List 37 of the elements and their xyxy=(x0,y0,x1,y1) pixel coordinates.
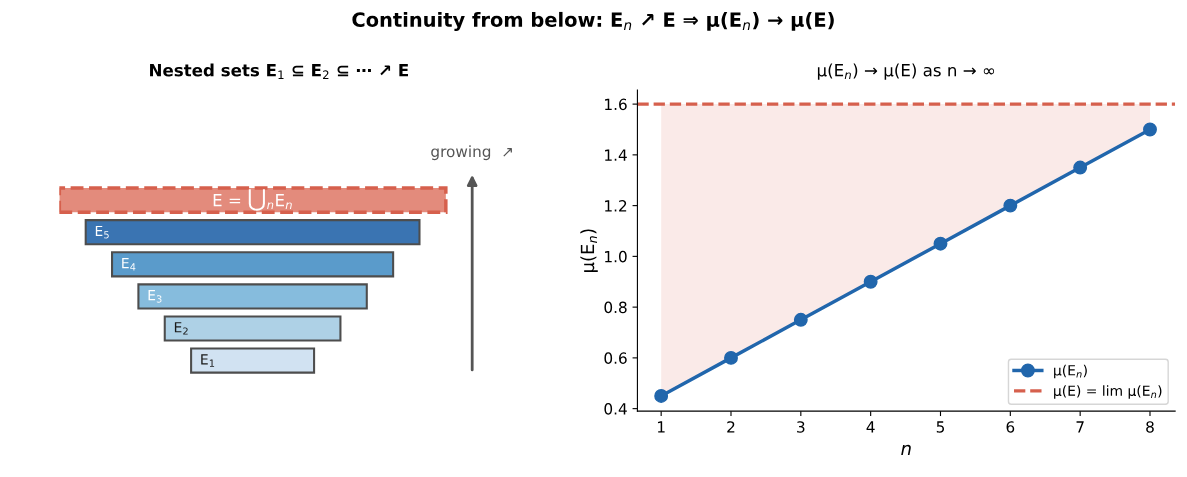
chart-subtitle: μ(E$_{n}$) → μ(E) as n → ∞ xyxy=(817,63,995,80)
x-axis-title: n xyxy=(901,444,911,455)
point xyxy=(1003,198,1018,213)
point xyxy=(863,274,878,289)
x-tick-label: 1 xyxy=(657,421,665,433)
y-tick-label: 0.6 xyxy=(604,352,627,364)
x-tick-label: 6 xyxy=(1006,421,1015,433)
x-tick-label: 4 xyxy=(866,421,875,433)
chart-title: Continuity from below: E$_{n}$ ↗ E ⇒ μ(E$_{n}$) → μ(E) xyxy=(352,11,834,31)
y-tick-label: 0.8 xyxy=(604,301,627,314)
y-tick-label: 1.4 xyxy=(605,149,627,161)
y-tick-label: 1.6 xyxy=(605,98,627,111)
point xyxy=(724,350,738,365)
legend-label: μ(E$_{n}$) xyxy=(1054,364,1087,379)
legend-label: μ(E) = lim μ(E$_{n}$) xyxy=(1054,385,1162,399)
text: E = ⋃$_{n}$E$_{n}$ xyxy=(213,189,292,211)
point xyxy=(793,312,808,327)
text: growing ↗ xyxy=(431,145,512,161)
text: E$_{3}$ xyxy=(148,290,162,303)
x-tick-label: 3 xyxy=(797,421,805,433)
point xyxy=(1143,122,1157,137)
text: E$_{5}$ xyxy=(95,225,109,239)
text: E$_{2}$ xyxy=(174,322,188,335)
text: Nested sets E$_{1}$ ⊆ E$_{2}$ ⊆ ⋯ ↗ E xyxy=(150,63,408,79)
text: E$_{1}$ xyxy=(201,354,215,367)
x-tick-label: 2 xyxy=(727,421,735,433)
point xyxy=(654,389,669,403)
point xyxy=(933,236,948,251)
text: E$_{4}$ xyxy=(122,258,136,271)
y-tick-label: 1.0 xyxy=(605,250,627,263)
x-tick-label: 8 xyxy=(1146,421,1154,433)
x-tick-label: 7 xyxy=(1076,421,1084,433)
y-tick-label: 0.4 xyxy=(604,403,627,415)
y-tick-label: 1.2 xyxy=(605,200,627,212)
y-axis-title: μ(E$_{n}$) xyxy=(580,229,598,272)
x-tick-label: 5 xyxy=(936,421,945,433)
point xyxy=(1073,160,1088,175)
